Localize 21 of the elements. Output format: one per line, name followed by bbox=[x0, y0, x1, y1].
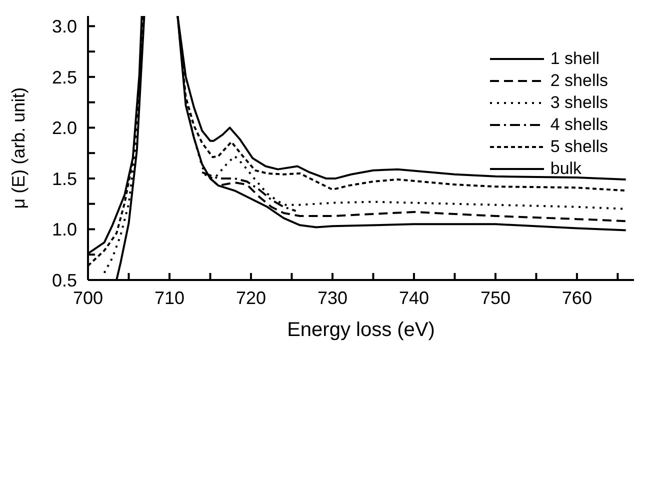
legend-label: bulk bbox=[550, 159, 582, 179]
legend-label: 2 shells bbox=[550, 71, 608, 91]
y-tick-label: 2.5 bbox=[52, 67, 77, 88]
x-tick-label: 730 bbox=[317, 288, 348, 308]
x-tick-label: 750 bbox=[480, 288, 510, 308]
y-tick-label: 0.5 bbox=[52, 270, 77, 290]
legend-label: 1 shell bbox=[550, 49, 600, 69]
y-tick-label: 2.0 bbox=[52, 118, 77, 138]
legend-label: 4 shells bbox=[550, 115, 608, 135]
x-axis-title: Energy loss (eV) bbox=[287, 319, 435, 341]
x-tick-label: 720 bbox=[236, 288, 266, 308]
legend-label: 3 shells bbox=[550, 93, 608, 113]
x-tick-label: 740 bbox=[398, 288, 429, 308]
y-axis-title: μ (E) (arb. unit) bbox=[8, 87, 28, 209]
y-tick-label: 1.0 bbox=[52, 220, 77, 240]
x-tick-label: 700 bbox=[72, 288, 104, 308]
x-tick-label: 760 bbox=[562, 288, 592, 308]
y-tick-label: 1.5 bbox=[52, 168, 77, 189]
x-tick-label: 710 bbox=[154, 288, 185, 308]
y-tick-label: 3.0 bbox=[52, 16, 77, 37]
legend-label: 5 shells bbox=[550, 137, 608, 157]
